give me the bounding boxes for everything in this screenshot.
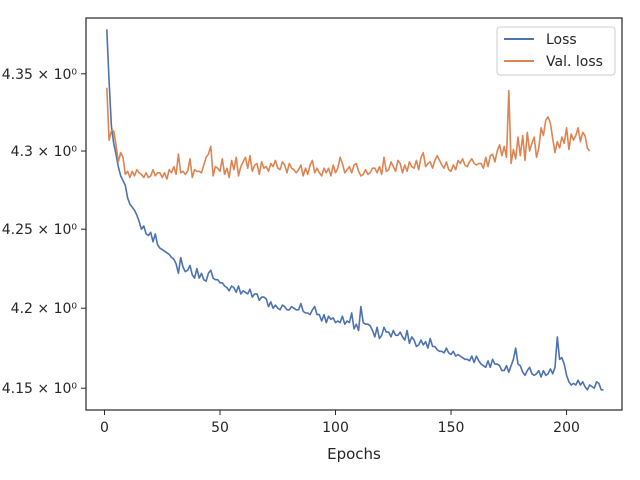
y-tick-label: 4.25 × 10⁰ [2, 222, 78, 238]
y-axis-ticks: 4.15 × 10⁰ 4.2 × 10⁰ 4.25 × 10⁰ 4.3 × 10⁰ 4.… [2, 67, 86, 397]
x-tick-label: 0 [100, 420, 109, 436]
y-tick-label: 4.35 × 10⁰ [2, 67, 78, 83]
plot-area [86, 18, 622, 410]
y-tick-label: 4.2 × 10⁰ [11, 301, 78, 317]
legend: Loss Val. loss [496, 26, 616, 76]
series-line-loss [106, 29, 604, 391]
series-line-val-loss [106, 87, 591, 180]
x-tick-label: 50 [211, 420, 229, 436]
y-tick-label: 4.15 × 10⁰ [2, 381, 78, 397]
x-tick-label: 100 [322, 420, 349, 436]
x-axis-ticks: 0 50 100 150 200 [100, 410, 580, 436]
series-layer [106, 29, 604, 391]
plot-frame [85, 17, 623, 411]
x-tick-label: 200 [553, 420, 580, 436]
y-tick-label: 4.3 × 10⁰ [11, 144, 78, 160]
legend-label-val-loss: Val. loss [546, 54, 603, 70]
x-tick-label: 150 [438, 420, 465, 436]
x-axis-title: Epochs [327, 445, 381, 463]
legend-label-loss: Loss [546, 32, 577, 48]
